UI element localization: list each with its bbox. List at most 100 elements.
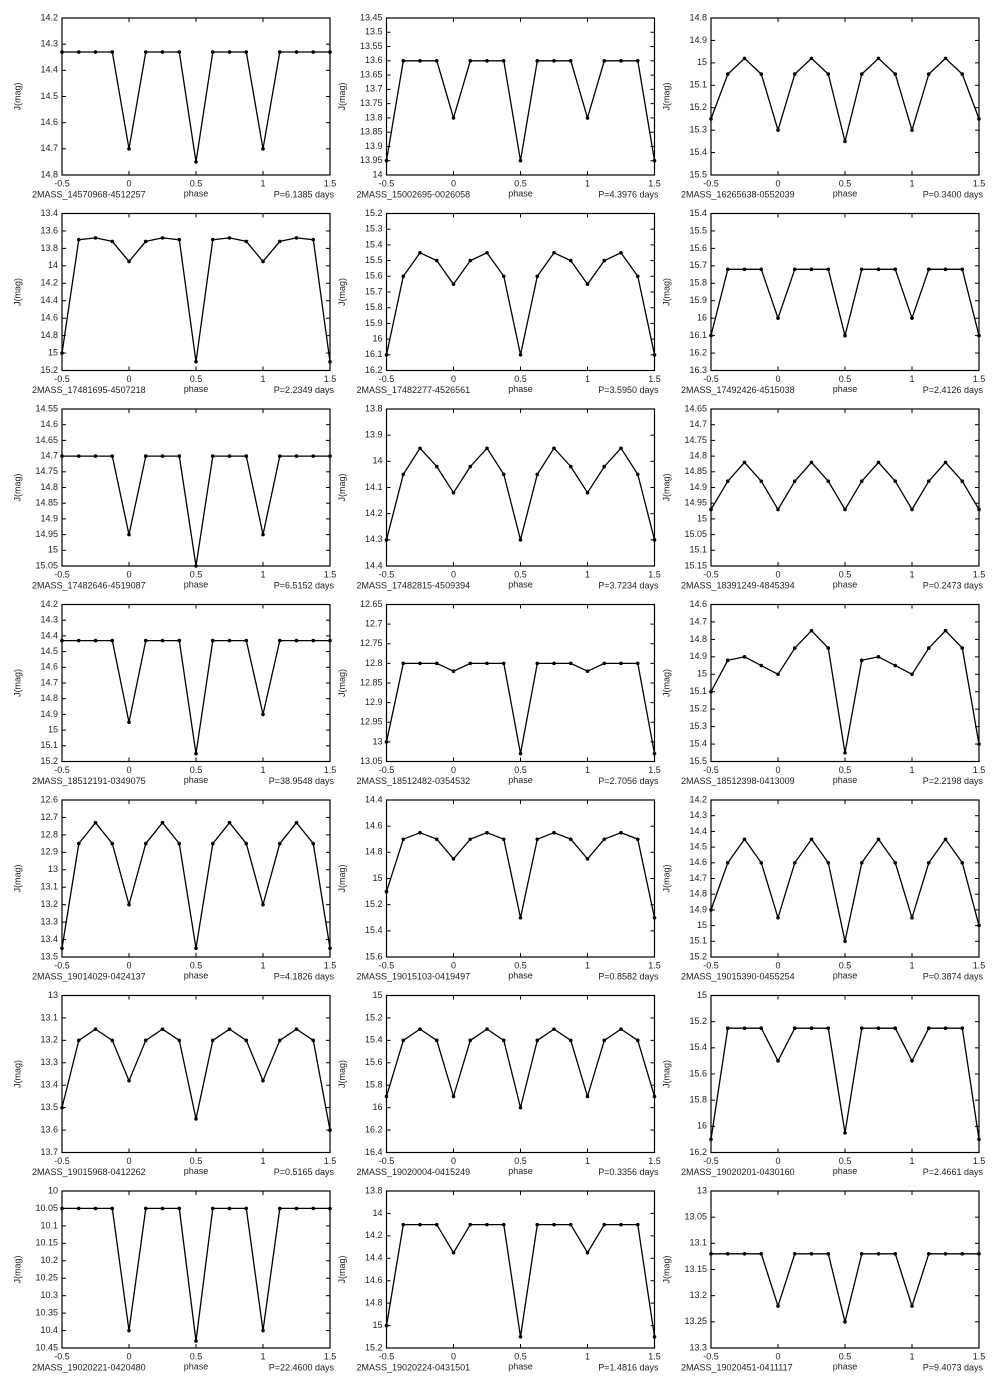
data-point <box>535 274 540 279</box>
x-axis-label: phase <box>184 970 209 980</box>
data-point <box>759 479 764 484</box>
x-tick-label: 1 <box>585 1156 590 1166</box>
light-curve <box>62 639 330 754</box>
y-tick-label: 12.85 <box>360 677 383 687</box>
y-tick-label: 15.8 <box>689 1095 707 1105</box>
period: P=22.4600 days <box>269 1362 335 1372</box>
x-tick-label: 0.5 <box>190 1351 203 1361</box>
data-point <box>960 72 965 76</box>
y-tick-label: 13.95 <box>360 155 383 165</box>
data-point <box>826 1252 831 1256</box>
y-tick-label: 12.95 <box>360 717 383 727</box>
data-point <box>742 655 747 659</box>
x-tick-label: 1.5 <box>973 960 986 970</box>
x-axis-label: phase <box>833 1166 858 1176</box>
y-axis-label: J(mag) <box>337 864 347 892</box>
period: P=4.1826 days <box>274 971 335 981</box>
y-tick-label: 14.9 <box>689 651 707 661</box>
data-point <box>602 258 607 263</box>
y-tick-label: 13.8 <box>365 1185 383 1195</box>
y-tick-label: 15.2 <box>365 208 383 218</box>
x-tick-label: -0.5 <box>703 960 719 970</box>
data-point <box>535 472 540 477</box>
data-point <box>93 236 98 240</box>
y-tick-label: 14 <box>48 260 58 270</box>
y-tick-label: 13.1 <box>689 1238 707 1248</box>
data-point <box>311 237 316 242</box>
data-point <box>434 661 439 666</box>
data-point <box>311 454 316 458</box>
data-point <box>311 1038 316 1043</box>
data-point <box>194 946 198 951</box>
data-point <box>76 237 81 242</box>
data-point <box>451 1094 456 1099</box>
plot-frame <box>710 212 980 372</box>
light-curve <box>62 455 330 567</box>
y-axis-label: J(mag) <box>337 1255 347 1283</box>
y-tick-label: 13.8 <box>365 403 383 413</box>
data-point <box>809 837 814 842</box>
data-point <box>960 267 965 272</box>
x-tick-label: 0 <box>451 178 456 188</box>
y-tick-label: 14.65 <box>35 435 58 445</box>
data-point <box>277 1038 282 1043</box>
period: P=0.3356 days <box>598 1167 659 1177</box>
x-tick-label: 0.5 <box>190 960 203 970</box>
data-point <box>725 658 730 663</box>
x-tick-label: -0.5 <box>379 960 395 970</box>
y-tick-label: 15 <box>697 920 707 930</box>
period: P=2.4126 days <box>923 385 984 395</box>
data-point <box>759 663 764 668</box>
y-tick-label: 13 <box>372 736 382 746</box>
y-tick-label: 15.3 <box>689 721 707 731</box>
data-point <box>244 1206 249 1211</box>
x-tick-label: 1.5 <box>648 960 661 970</box>
data-point <box>127 532 131 537</box>
y-tick-label: 14.2 <box>40 278 58 288</box>
data-point <box>294 1027 299 1031</box>
x-tick-label: -0.5 <box>54 178 70 188</box>
y-tick-label: 14 <box>372 456 382 466</box>
data-point <box>876 267 881 272</box>
data-point <box>127 1078 131 1083</box>
y-tick-label: 12.9 <box>40 847 58 857</box>
x-tick-label: 1.5 <box>648 178 661 188</box>
data-point <box>401 59 406 63</box>
light-curve <box>385 832 656 918</box>
panel: 15 15.2 15.4 15.6 15.8 16 16.2-0.5 0 0.5 1 1.5 phas… <box>661 990 985 1177</box>
x-tick-label: 1.5 <box>324 178 337 188</box>
data-point <box>518 751 523 756</box>
data-point <box>960 1252 965 1256</box>
y-axis-label: J(mag) <box>12 1060 22 1088</box>
x-tick-label: 1.5 <box>973 1156 986 1166</box>
data-point <box>93 820 98 825</box>
x-tick-label: 1 <box>260 1156 265 1166</box>
x-tick-label: 0.5 <box>839 1156 852 1166</box>
y-tick-label: 13.8 <box>40 243 58 253</box>
data-point <box>518 915 523 920</box>
x-tick-label: 1 <box>585 178 590 188</box>
panel: 15.4 15.5 15.6 15.7 15.8 15.9 16 16.1 16.2 16.3-0… <box>661 208 985 395</box>
y-tick-label: 12.7 <box>365 619 383 629</box>
x-tick-label: 0 <box>126 178 131 188</box>
y-tick-label: 13.5 <box>40 951 58 961</box>
data-point <box>76 50 81 54</box>
data-point <box>143 1038 148 1043</box>
x-tick-label: 0.5 <box>190 569 203 579</box>
x-tick-label: -0.5 <box>54 1156 70 1166</box>
x-tick-label: -0.5 <box>379 374 395 384</box>
y-tick-label: 14.6 <box>40 662 58 672</box>
data-point <box>742 1252 747 1256</box>
data-point <box>501 837 506 842</box>
x-tick-label: 1.5 <box>324 765 337 775</box>
y-tick-label: 15 <box>48 724 58 734</box>
data-point <box>451 282 456 286</box>
data-point <box>277 638 282 643</box>
period: P=0.2473 days <box>923 580 984 590</box>
data-point <box>725 72 730 76</box>
data-point <box>568 1038 573 1043</box>
x-tick-label: 0 <box>775 1351 780 1361</box>
y-tick-label: 15.1 <box>40 740 58 750</box>
data-point <box>910 915 914 920</box>
x-tick-label: 1.5 <box>973 569 986 579</box>
